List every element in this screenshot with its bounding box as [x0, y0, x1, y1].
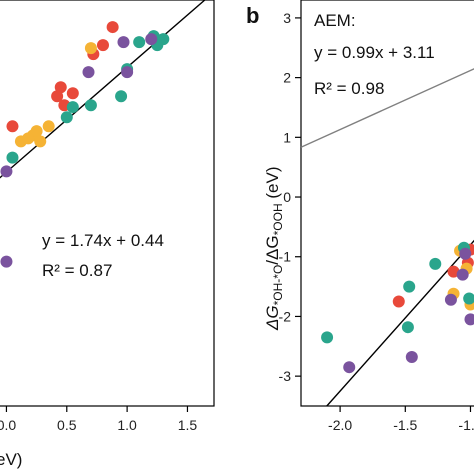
- y-tick-label: 3: [283, 10, 291, 26]
- data-point-red: [106, 21, 119, 34]
- data-point-teal: [321, 331, 334, 344]
- data-point-red: [6, 120, 19, 133]
- panel-a-points: [0, 21, 170, 268]
- data-point-teal: [115, 90, 128, 103]
- panel-b-y-label-unit: (eV): [263, 167, 282, 204]
- data-point-purple: [0, 165, 13, 178]
- panel-a-x-axis-label: eV): [0, 450, 22, 469]
- panel-a-scatter: 0.0 0.5 1.0 1.5 y = 1.74x + 0.44 R² = 0.87 …: [0, 0, 215, 469]
- data-point-purple: [117, 36, 130, 49]
- panel-b-y-label-main: ΔG: [263, 305, 282, 331]
- data-point-purple: [444, 293, 457, 306]
- x-tick-label: -2.0: [328, 417, 352, 433]
- y-tick-label: -2: [279, 308, 292, 324]
- data-point-teal: [429, 257, 442, 270]
- data-point-purple: [121, 66, 134, 79]
- data-point-teal: [401, 321, 414, 334]
- data-point-orange: [84, 42, 97, 55]
- panel-b-equation: y = 0.99x + 3.11: [314, 43, 435, 62]
- data-point-red: [447, 265, 460, 278]
- x-tick-label: 1.0: [117, 417, 137, 433]
- y-tick-label: -1: [279, 249, 292, 265]
- y-tick-label: 2: [283, 70, 291, 86]
- data-point-purple: [0, 255, 13, 268]
- data-point-red: [66, 87, 79, 100]
- data-point-red: [54, 81, 67, 94]
- data-point-orange: [30, 125, 43, 138]
- panel-a-fit-line: [0, 0, 206, 179]
- x-tick-label: -1.5: [393, 417, 417, 433]
- x-tick-label: 0.5: [57, 417, 77, 433]
- panel-a-r-squared: R² = 0.87: [42, 261, 112, 280]
- y-tick-label: 0: [283, 189, 291, 205]
- panel-b-x-ticks: -2.0 -1.5 -1.0: [328, 406, 474, 433]
- panel-b-r-squared: R² = 0.98: [314, 79, 384, 98]
- data-point-teal: [60, 111, 73, 124]
- y-tick-label: 1: [283, 129, 291, 145]
- panel-b-y-label-sep: /ΔG: [263, 235, 282, 264]
- panel-b-y-label-sub2: *OOH: [271, 203, 285, 235]
- panel-b-fit-line: [326, 239, 474, 407]
- data-point-orange: [22, 132, 35, 145]
- x-tick-label: 0.0: [0, 417, 16, 433]
- panel-b-annotation-title: AEM:: [314, 11, 356, 30]
- data-point-teal: [84, 99, 97, 112]
- aem-line: [300, 68, 474, 148]
- data-point-red: [392, 295, 405, 308]
- panel-b-frame: [300, 0, 474, 407]
- data-point-purple: [405, 351, 418, 364]
- data-point-teal: [463, 292, 474, 305]
- data-point-purple: [343, 361, 356, 374]
- data-point-purple: [459, 247, 472, 260]
- data-point-red: [96, 39, 109, 52]
- panel-b-y-ticks: 3 2 1 0 -1 -2 -3: [279, 10, 301, 384]
- panel-b-scatter: b -2.0 -1.5 -1.0 3 2 1 0 -1 -2 -3 AEM: y = 0.99x…: [246, 0, 474, 433]
- panel-a-equation: y = 1.74x + 0.44: [42, 231, 164, 250]
- panel-b-y-axis-label: ΔG*OH-*O/ΔG*OOH (eV): [263, 167, 285, 331]
- fit-line: [326, 239, 474, 407]
- data-point-teal: [403, 280, 416, 293]
- panel-a-x-ticks: 0.0 0.5 1.0 1.5: [0, 406, 197, 433]
- x-tick-label: -1.0: [458, 417, 474, 433]
- data-point-purple: [82, 66, 95, 79]
- data-point-red: [51, 90, 64, 103]
- data-point-teal: [133, 36, 146, 49]
- fit-line: [0, 0, 206, 179]
- x-tick-label: 1.5: [178, 417, 198, 433]
- data-point-teal: [66, 101, 79, 114]
- data-point-orange: [42, 120, 55, 133]
- data-point-orange: [34, 135, 47, 148]
- y-tick-label: -3: [279, 368, 292, 384]
- panel-a-frame: [0, 0, 215, 407]
- panel-b-points: [321, 241, 474, 374]
- panel-b-y-label-sub1: *OH-*O: [271, 265, 285, 306]
- panel-b-letter: b: [246, 3, 259, 28]
- data-point-teal: [6, 151, 19, 164]
- data-point-purple: [456, 268, 469, 281]
- panel-b-aem-line: [300, 68, 474, 148]
- data-point-purple: [464, 313, 474, 326]
- data-point-purple: [145, 33, 158, 46]
